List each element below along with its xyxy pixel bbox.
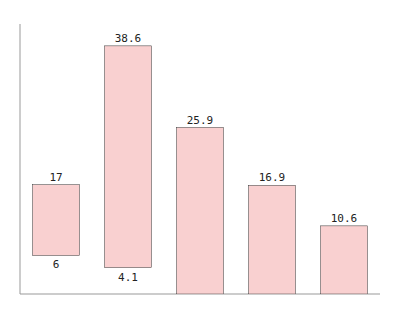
top-label: 17 bbox=[49, 171, 62, 184]
chart-container: 17 38.6 25.9 16.9 10.6 6 4.1 bbox=[0, 0, 400, 320]
bar bbox=[321, 226, 368, 294]
chart: 17 38.6 25.9 16.9 10.6 6 4.1 bbox=[0, 0, 400, 320]
y-axis-line bbox=[20, 24, 21, 294]
bar bbox=[177, 128, 224, 295]
bar bbox=[33, 185, 80, 256]
bar bbox=[249, 185, 296, 294]
bottom-label: 4.1 bbox=[118, 271, 138, 284]
bar bbox=[105, 46, 152, 268]
bars bbox=[33, 46, 368, 294]
top-label: 16.9 bbox=[259, 171, 286, 184]
top-label: 25.9 bbox=[187, 114, 214, 127]
top-label: 10.6 bbox=[331, 212, 358, 225]
bottom-label: 6 bbox=[53, 258, 60, 271]
top-label: 38.6 bbox=[115, 32, 142, 45]
